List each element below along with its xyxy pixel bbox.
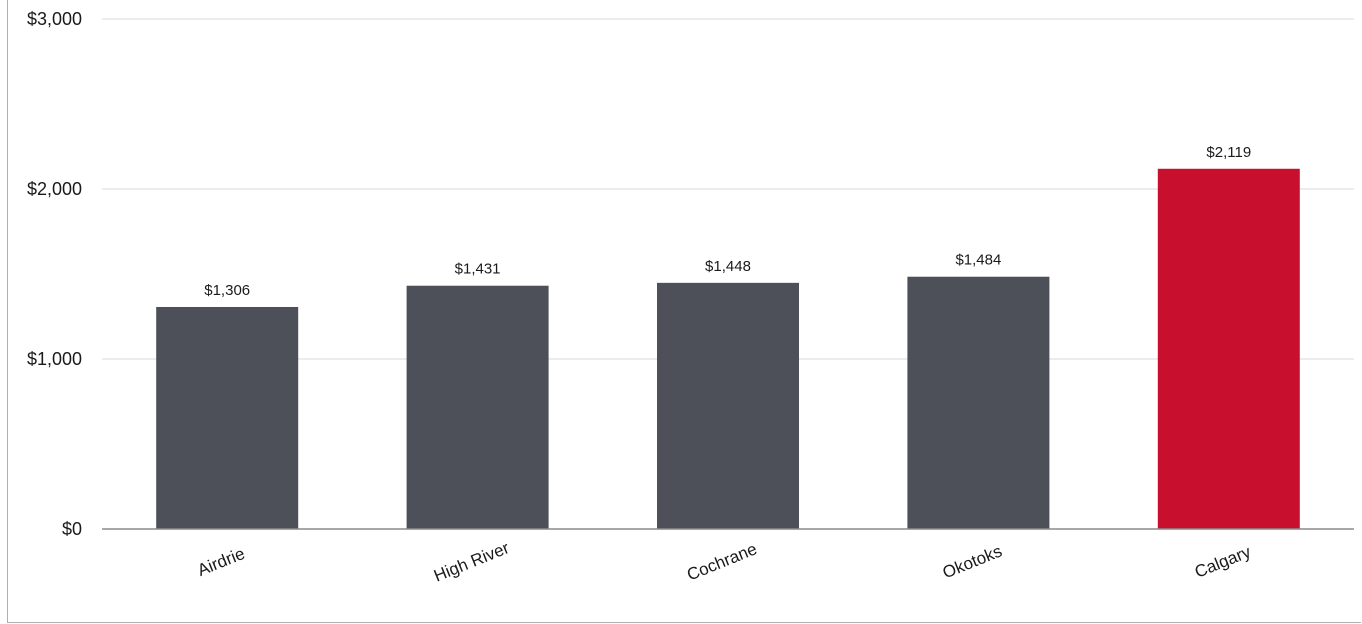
category-label: High River: [431, 538, 512, 585]
y-tick-label: $2,000: [27, 179, 82, 199]
y-axis-ticks: $0 $1,000 $2,000 $3,000: [27, 9, 82, 539]
y-tick-label: $1,000: [27, 349, 82, 369]
data-label: $1,484: [955, 252, 1001, 269]
bars: [156, 168, 1300, 529]
y-tick-label: $3,000: [27, 9, 82, 29]
data-labels: $1,306 $1,431 $1,448 $1,484 $2,119: [204, 144, 1251, 299]
chart-frame: [7, 0, 1361, 623]
category-label: Airdrie: [195, 544, 248, 580]
data-label: $1,431: [455, 261, 501, 278]
data-label: $1,306: [204, 282, 250, 299]
data-label: $1,448: [705, 258, 751, 275]
bar: [907, 276, 1050, 529]
bar: [156, 306, 299, 529]
data-label: $2,119: [1206, 144, 1251, 161]
category-label: Cochrane: [684, 539, 759, 584]
bar: [406, 285, 549, 529]
bar: [1157, 168, 1300, 529]
category-label: Okotoks: [940, 541, 1005, 582]
y-tick-label: $0: [62, 519, 82, 539]
category-labels: Airdrie High River Cochrane Okotoks Calgary: [195, 538, 1254, 585]
category-label: Calgary: [1192, 542, 1254, 582]
bar: [657, 282, 799, 529]
